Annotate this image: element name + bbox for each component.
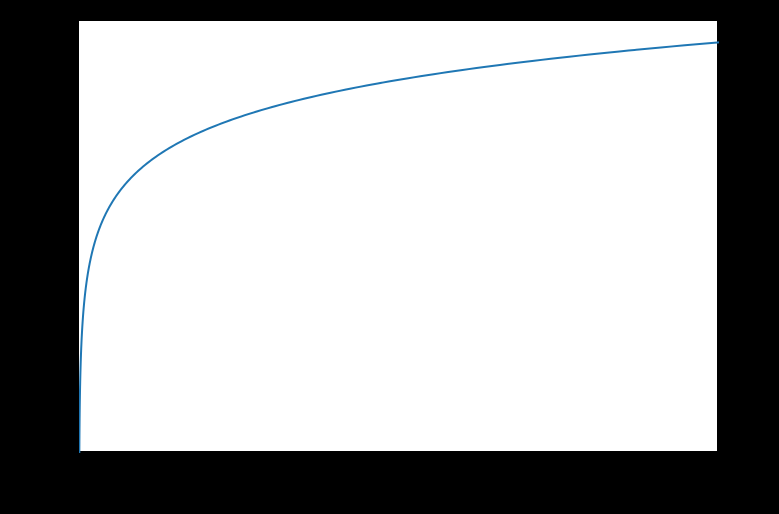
x-tick [206, 452, 207, 458]
y-tick [72, 236, 78, 237]
x-tick [334, 452, 335, 458]
x-tick [590, 452, 591, 458]
x-tick [462, 452, 463, 458]
y-tick [72, 452, 78, 453]
x-tick [78, 452, 79, 458]
log-curve-line [79, 21, 719, 453]
y-tick [72, 20, 78, 21]
plot-area [78, 20, 718, 452]
line-chart [0, 0, 779, 514]
y-tick [72, 344, 78, 345]
x-tick [718, 452, 719, 458]
y-tick [72, 128, 78, 129]
series-line [79, 42, 719, 452]
